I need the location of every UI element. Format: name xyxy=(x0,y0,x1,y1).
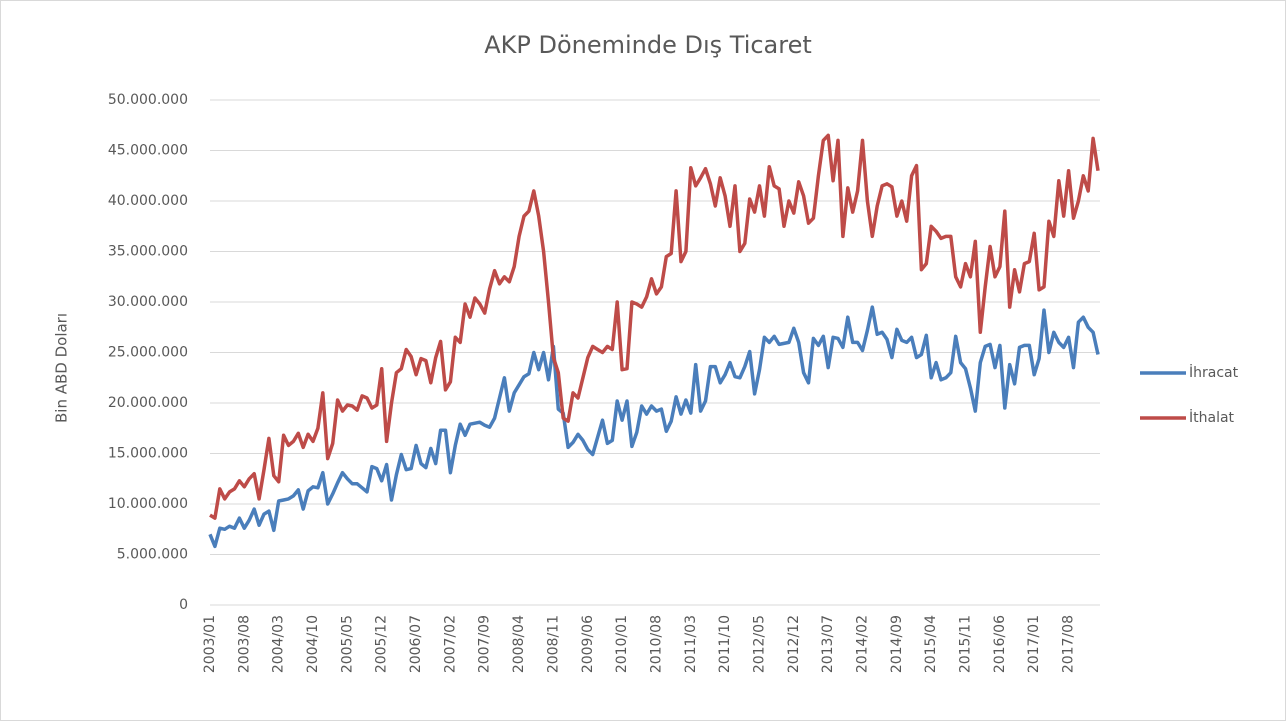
y-tick-label: 50.000.000 xyxy=(108,92,188,108)
x-tick-label: 2017/08 xyxy=(1061,615,1077,673)
x-tick-label: 2017/01 xyxy=(1026,615,1042,673)
y-tick-label: 45.000.000 xyxy=(108,143,188,159)
legend-label: İhracat xyxy=(1189,363,1239,381)
series-line xyxy=(209,133,1100,520)
x-tick-label: 2016/06 xyxy=(992,615,1008,673)
x-tick-label: 2013/07 xyxy=(820,615,836,673)
y-tick-label: 5.000.000 xyxy=(117,547,188,563)
x-tick-label: 2003/08 xyxy=(236,615,252,673)
series-line xyxy=(208,305,1100,549)
x-tick-label: 2011/10 xyxy=(717,615,733,673)
x-tick-label: 2007/09 xyxy=(477,615,493,673)
x-tick-label: 2014/02 xyxy=(855,615,871,673)
x-tick-label: 2015/04 xyxy=(923,615,939,673)
x-tick-label: 2015/11 xyxy=(958,615,974,673)
y-axis-label: Bin ABD Doları xyxy=(53,313,71,423)
x-tick-label: 2009/06 xyxy=(580,615,596,673)
x-tick-label: 2004/03 xyxy=(271,615,287,673)
x-tick-label: 2012/05 xyxy=(751,615,767,673)
x-tick-label: 2008/11 xyxy=(545,615,561,673)
y-tick-label: 10.000.000 xyxy=(108,496,188,512)
x-tick-label: 2005/12 xyxy=(374,615,390,673)
x-tick-label: 2011/03 xyxy=(683,615,699,673)
y-tick-label: 40.000.000 xyxy=(108,193,188,209)
x-tick-label: 2004/10 xyxy=(305,615,321,673)
x-tick-label: 2014/09 xyxy=(889,615,905,673)
y-tick-label: 0 xyxy=(179,597,188,613)
y-tick-label: 15.000.000 xyxy=(108,446,188,462)
x-tick-label: 2003/01 xyxy=(202,615,218,673)
y-tick-label: 30.000.000 xyxy=(108,294,188,310)
chart-title: AKP Döneminde Dış Ticaret xyxy=(484,31,812,59)
y-tick-label: 20.000.000 xyxy=(108,395,188,411)
y-tick-label: 25.000.000 xyxy=(108,345,188,361)
x-tick-label: 2010/08 xyxy=(648,615,664,673)
x-tick-label: 2010/01 xyxy=(614,615,630,673)
x-tick-label: 2007/02 xyxy=(442,615,458,673)
y-tick-label: 35.000.000 xyxy=(108,244,188,260)
x-tick-label: 2005/05 xyxy=(339,615,355,673)
x-tick-label: 2008/04 xyxy=(511,615,527,673)
x-tick-label: 2006/07 xyxy=(408,615,424,673)
x-tick-label: 2012/12 xyxy=(786,615,802,673)
legend-label: İthalat xyxy=(1189,408,1235,426)
